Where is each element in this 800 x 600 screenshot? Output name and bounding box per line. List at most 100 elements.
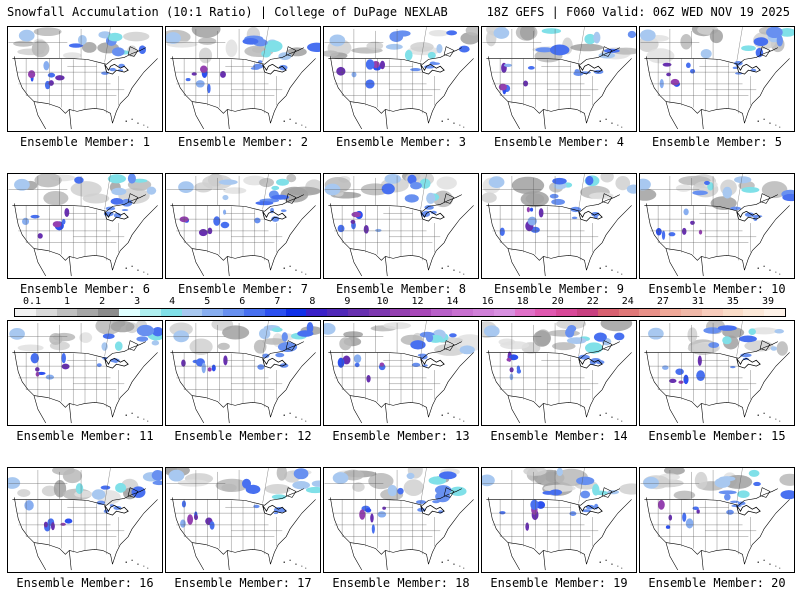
ensemble-member-map-3	[323, 26, 479, 132]
ensemble-member-label-19: Ensemble Member: 19	[490, 576, 628, 590]
colorbar-tick-label-12: 14	[446, 296, 459, 307]
ensemble-member-map-16	[7, 467, 163, 573]
ensemble-member-map-10	[639, 173, 795, 279]
colorbar-swatch-7	[160, 309, 182, 316]
ensemble-member-label-6: Ensemble Member: 6	[19, 282, 151, 296]
colorbar-tick-label-17: 24	[621, 296, 634, 307]
ensemble-member-label-11: Ensemble Member: 11	[16, 429, 154, 443]
ensemble-member-label-17: Ensemble Member: 17	[174, 576, 312, 590]
colorbar-swatch-29	[618, 309, 640, 316]
ensemble-member-map-6	[7, 173, 163, 279]
ensemble-member-label-10: Ensemble Member: 10	[648, 282, 786, 296]
colorbar-tick-label-21: 39	[761, 296, 775, 307]
colorbar-swatch-30	[639, 309, 661, 316]
colorbar-tick-label-4: 4	[169, 296, 176, 307]
colorbar-swatch-3	[77, 309, 99, 316]
colorbar-swatch-0	[15, 309, 36, 316]
colorbar-swatch-9	[202, 309, 224, 316]
colorbar-swatch-22	[472, 309, 494, 316]
colorbar-swatch-5	[119, 309, 140, 316]
colorbar-tick-label-9: 9	[344, 296, 351, 307]
colorbar-swatch-20	[431, 309, 453, 316]
colorbar-tick-label-18: 27	[656, 296, 669, 307]
colorbar-tick-label-19: 31	[691, 296, 704, 307]
colorbar-swatch-10	[223, 309, 244, 316]
ensemble-member-label-14: Ensemble Member: 14	[490, 429, 628, 443]
colorbar-tick-label-13: 16	[481, 296, 494, 307]
ensemble-member-label-9: Ensemble Member: 9	[493, 282, 625, 296]
colorbar-swatch-2	[56, 309, 78, 316]
ensemble-member-label-13: Ensemble Member: 13	[332, 429, 470, 443]
ensemble-member-label-20: Ensemble Member: 20	[648, 576, 786, 590]
ensemble-member-map-14	[481, 320, 637, 426]
ensemble-member-label-5: Ensemble Member: 5	[651, 135, 783, 149]
colorbar-swatch-21	[452, 309, 473, 316]
colorbar-swatch-25	[535, 309, 557, 316]
colorbar-swatch-34	[722, 309, 744, 316]
colorbar-swatch-12	[264, 309, 286, 316]
ensemble-member-map-20	[639, 467, 795, 573]
colorbar-tick-label-0: 0.1	[22, 296, 42, 307]
colorbar-tick-label-16: 22	[586, 296, 599, 307]
colorbar-swatch-26	[556, 309, 577, 316]
ensemble-member-label-15: Ensemble Member: 15	[648, 429, 786, 443]
ensemble-member-label-8: Ensemble Member: 8	[335, 282, 467, 296]
page-title: Snowfall Accumulation (10:1 Ratio) | Col…	[7, 5, 448, 19]
colorbar-tick-label-20: 35	[726, 296, 739, 307]
colorbar-swatch-33	[701, 309, 723, 316]
colorbar-swatch-14	[306, 309, 328, 316]
ensemble-member-map-19	[481, 467, 637, 573]
colorbar	[14, 308, 786, 317]
colorbar-swatch-8	[181, 309, 203, 316]
colorbar-swatch-13	[285, 309, 307, 316]
ensemble-member-label-16: Ensemble Member: 16	[16, 576, 154, 590]
colorbar-tick-label-2: 2	[99, 296, 106, 307]
ensemble-member-map-13	[323, 320, 479, 426]
colorbar-tick-label-15: 20	[551, 296, 564, 307]
ensemble-member-map-18	[323, 467, 479, 573]
colorbar-tick-label-7: 7	[274, 296, 281, 307]
colorbar-swatch-6	[139, 309, 161, 316]
ensemble-member-map-7	[165, 173, 321, 279]
ensemble-member-map-15	[639, 320, 795, 426]
ensemble-member-label-3: Ensemble Member: 3	[335, 135, 467, 149]
ensemble-member-map-5	[639, 26, 795, 132]
colorbar-tick-label-11: 12	[411, 296, 424, 307]
ensemble-member-map-11	[7, 320, 163, 426]
colorbar-swatch-35	[743, 309, 765, 316]
colorbar-swatch-4	[98, 309, 120, 316]
colorbar-swatch-32	[681, 309, 702, 316]
colorbar-tick-label-8: 8	[309, 296, 316, 307]
colorbar-swatch-36	[764, 309, 786, 316]
colorbar-swatch-31	[660, 309, 681, 316]
colorbar-swatch-17	[368, 309, 390, 316]
colorbar-swatch-18	[389, 309, 411, 316]
colorbar-tick-label-10: 10	[376, 296, 389, 307]
colorbar-swatch-23	[493, 309, 515, 316]
ensemble-member-label-1: Ensemble Member: 1	[19, 135, 151, 149]
colorbar-swatch-24	[514, 309, 536, 316]
colorbar-tick-label-5: 5	[204, 296, 211, 307]
colorbar-tick-label-14: 18	[516, 296, 529, 307]
ensemble-member-map-9	[481, 173, 637, 279]
ensemble-member-map-17	[165, 467, 321, 573]
colorbar-swatch-16	[348, 309, 369, 316]
ensemble-member-map-8	[323, 173, 479, 279]
colorbar-tick-label-6: 6	[239, 296, 246, 307]
colorbar-swatch-15	[327, 309, 348, 316]
ensemble-member-map-2	[165, 26, 321, 132]
colorbar-swatch-11	[243, 309, 265, 316]
colorbar-tick-label-1: 1	[64, 296, 71, 307]
ensemble-member-map-4	[481, 26, 637, 132]
colorbar-tick-label-3: 3	[134, 296, 141, 307]
colorbar-swatch-27	[576, 309, 598, 316]
ensemble-member-label-18: Ensemble Member: 18	[332, 576, 470, 590]
colorbar-swatch-28	[597, 309, 619, 316]
colorbar-swatch-19	[410, 309, 432, 316]
ensemble-member-label-4: Ensemble Member: 4	[493, 135, 625, 149]
ensemble-member-label-7: Ensemble Member: 7	[177, 282, 309, 296]
ensemble-member-label-12: Ensemble Member: 12	[174, 429, 312, 443]
ensemble-member-map-12	[165, 320, 321, 426]
colorbar-swatch-1	[35, 309, 57, 316]
run-info: 18Z GEFS | F060 Valid: 06Z WED NOV 19 20…	[486, 5, 790, 19]
